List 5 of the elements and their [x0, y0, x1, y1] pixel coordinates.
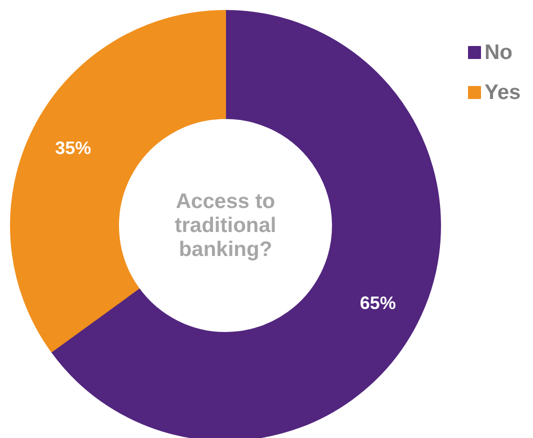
data-label: 35% — [55, 138, 92, 158]
data-label: 65% — [360, 293, 396, 314]
legend-label: Yes — [484, 81, 521, 104]
legend-label: No — [484, 41, 512, 64]
text: Access to traditional banking? — [174, 190, 276, 262]
